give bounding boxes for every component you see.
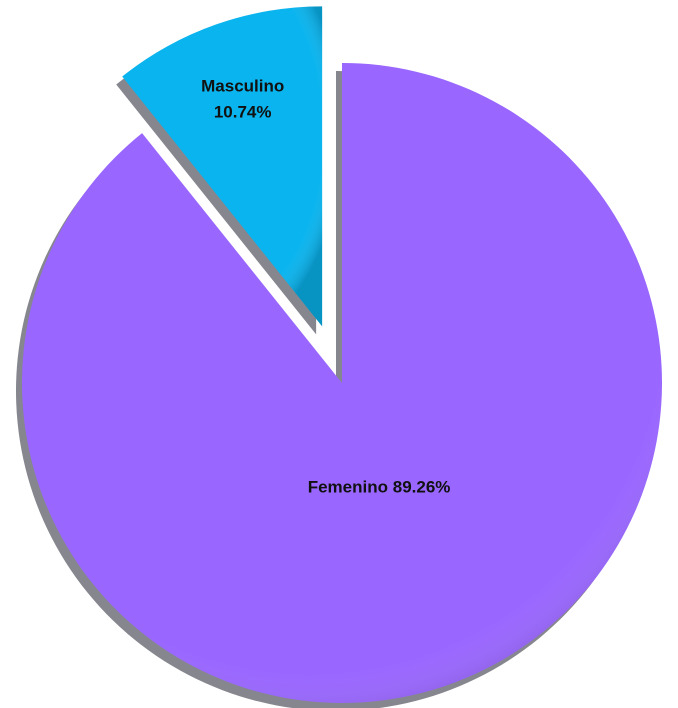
- slice-label: Femenino 89.26%: [308, 478, 451, 497]
- slice-label-value: 89.26%: [393, 478, 451, 497]
- slice-label-name: Masculino: [201, 76, 284, 95]
- slice-label-name: Femenino: [308, 478, 388, 497]
- slice-shade: [21, 63, 663, 703]
- slice-label-value: 10.74%: [214, 102, 272, 121]
- slice-shade: [122, 6, 323, 327]
